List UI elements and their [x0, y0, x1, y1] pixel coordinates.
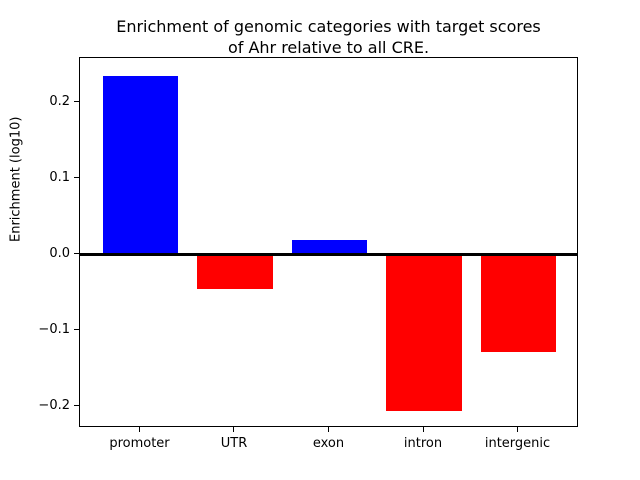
x-tick-mark	[517, 427, 518, 432]
x-tick-label-intron: intron	[403, 436, 443, 451]
chart-title-line1: Enrichment of genomic categories with ta…	[116, 17, 541, 36]
y-tick-mark	[74, 177, 79, 179]
x-tick-mark	[138, 427, 140, 432]
bar-exon	[291, 239, 368, 255]
plot-area	[79, 57, 578, 427]
y-tick-label: 0.2	[49, 94, 70, 110]
y-tick-mark	[74, 101, 79, 103]
y-tick-label: −0.1	[38, 322, 70, 338]
x-tick-label-intergenic: intergenic	[484, 436, 551, 451]
x-tick-mark	[328, 427, 329, 432]
y-tick-mark	[74, 329, 79, 331]
x-tick-label-promoter: promoter	[109, 436, 170, 451]
y-axis-label-text: Enrichment (log10)	[8, 116, 24, 242]
bar-promoter	[102, 76, 179, 255]
zero-line	[80, 253, 577, 257]
x-tick-label-exon: exon	[312, 436, 345, 451]
x-tick-label-UTR: UTR	[220, 436, 248, 451]
chart-title: Enrichment of genomic categories with ta…	[79, 16, 578, 58]
y-tick-label: 0.0	[49, 246, 70, 262]
chart-title-line2: of Ahr relative to all CRE.	[227, 38, 430, 57]
y-tick-label: −0.2	[38, 398, 70, 414]
y-tick-mark	[74, 405, 79, 407]
y-tick-mark	[74, 253, 79, 255]
bar-intergenic	[480, 254, 557, 352]
bar-UTR	[197, 254, 273, 289]
x-tick-mark	[233, 427, 235, 432]
x-tick-mark	[422, 427, 424, 432]
y-tick-label: 0.1	[49, 170, 70, 186]
bar-intron	[386, 254, 462, 411]
